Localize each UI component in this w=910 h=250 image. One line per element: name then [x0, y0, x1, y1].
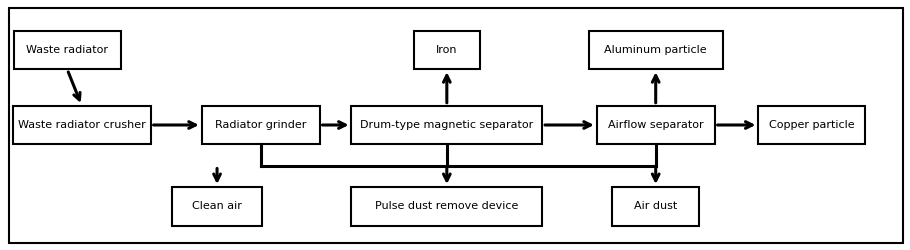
Text: Waste radiator: Waste radiator: [26, 45, 108, 55]
Bar: [202, 106, 319, 144]
Text: Pulse dust remove device: Pulse dust remove device: [375, 201, 519, 211]
Bar: [414, 30, 480, 69]
Bar: [597, 106, 714, 144]
Text: Iron: Iron: [436, 45, 458, 55]
Bar: [13, 106, 151, 144]
Text: Clean air: Clean air: [192, 201, 242, 211]
Bar: [351, 187, 542, 226]
Bar: [612, 187, 699, 226]
Text: Airflow separator: Airflow separator: [608, 120, 703, 130]
Bar: [758, 106, 865, 144]
Bar: [172, 187, 262, 226]
Text: Waste radiator crusher: Waste radiator crusher: [18, 120, 146, 130]
Bar: [14, 30, 121, 69]
Bar: [589, 30, 723, 69]
Bar: [351, 106, 542, 144]
Text: Air dust: Air dust: [634, 201, 677, 211]
Text: Aluminum particle: Aluminum particle: [604, 45, 707, 55]
Text: Drum-type magnetic separator: Drum-type magnetic separator: [360, 120, 533, 130]
Text: Copper particle: Copper particle: [769, 120, 854, 130]
Text: Radiator grinder: Radiator grinder: [215, 120, 307, 130]
